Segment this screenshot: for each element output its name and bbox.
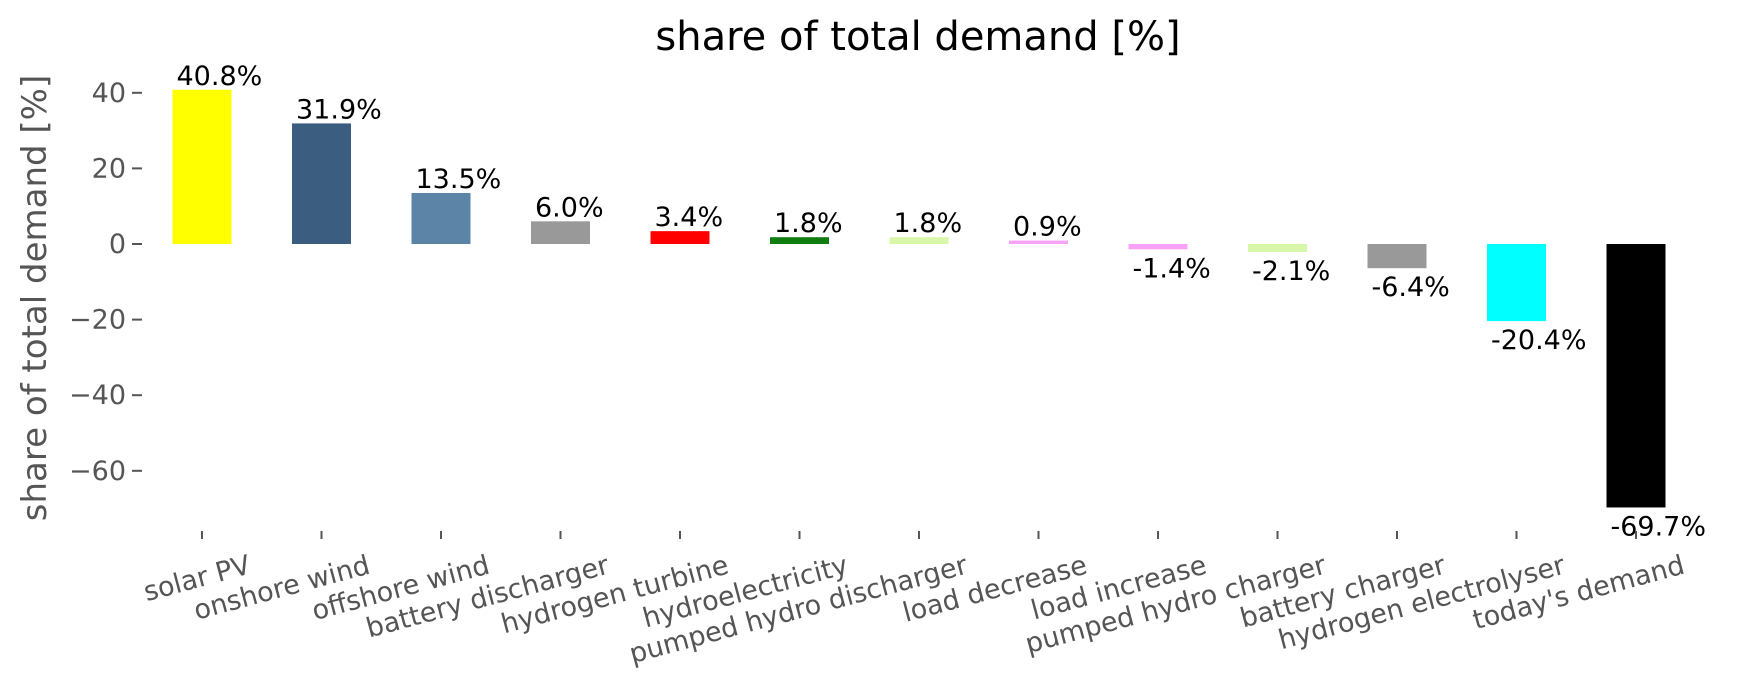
y-axis: 40 20 0 −20 −40 −60	[69, 78, 142, 487]
data-label: -69.7%	[1611, 511, 1707, 542]
data-label: 40.8%	[177, 61, 263, 92]
bar	[650, 231, 710, 244]
data-label: 31.9%	[296, 94, 382, 125]
bar	[1128, 244, 1188, 250]
data-labels: 40.8% 31.9% 13.5% 6.0% 3.4% 1.8% 1.8% 0.9% -1.4%…	[177, 61, 1707, 543]
data-label: -20.4%	[1491, 325, 1587, 356]
data-label: 0.9%	[1013, 212, 1082, 243]
data-label: 6.0%	[535, 192, 604, 223]
y-tick-label: 0	[109, 229, 126, 260]
y-tick-label: 20	[92, 153, 126, 184]
data-label: -1.4%	[1133, 253, 1211, 284]
y-tick-label: 40	[92, 78, 126, 109]
bar	[172, 89, 232, 244]
bar	[1606, 244, 1666, 508]
bar	[411, 192, 471, 244]
data-label: 1.8%	[774, 208, 843, 239]
bar	[1367, 244, 1427, 269]
bars	[172, 89, 1666, 508]
bar	[1009, 240, 1068, 244]
data-label: -6.4%	[1372, 272, 1450, 303]
y-axis-label: share of total demand [%]	[15, 75, 55, 521]
data-label: -2.1%	[1252, 256, 1330, 287]
chart-title: share of total demand [%]	[655, 14, 1180, 60]
y-tick-label: −60	[69, 456, 126, 487]
bar	[770, 237, 829, 244]
data-label: 13.5%	[416, 164, 502, 195]
bar	[1248, 244, 1307, 252]
bar	[1487, 244, 1546, 322]
y-tick-label: −20	[69, 305, 126, 336]
data-label: 3.4%	[655, 202, 724, 233]
data-label: 1.8%	[894, 208, 963, 239]
bar	[292, 123, 351, 244]
y-tick-label: −40	[69, 380, 126, 411]
bar	[889, 237, 949, 244]
bar	[531, 221, 590, 244]
